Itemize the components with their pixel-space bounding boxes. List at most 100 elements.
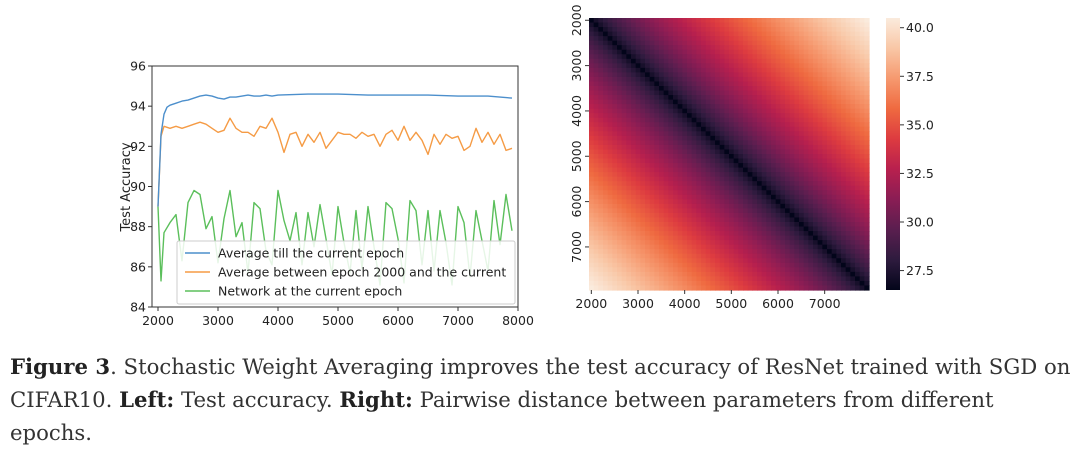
heatmap-cell	[673, 122, 679, 128]
heatmap-cell	[715, 267, 721, 273]
heatmap-cell	[780, 54, 786, 60]
heatmap-cell	[621, 76, 627, 83]
heatmap-cell	[626, 267, 632, 273]
heatmap-cell	[859, 117, 865, 123]
heatmap-cell	[813, 271, 819, 277]
heatmap-cell	[808, 149, 814, 155]
heatmap-cell	[603, 258, 609, 264]
heatmap-cell	[747, 126, 753, 132]
heatmap-cell	[687, 258, 693, 264]
heatmap-cell	[589, 212, 595, 219]
heatmap-cell	[710, 149, 716, 155]
heatmap-cell	[705, 249, 711, 255]
heatmap-cell	[799, 99, 805, 105]
heatmap-cell	[766, 72, 772, 78]
heatmap-cell	[719, 267, 725, 273]
heatmap-cell	[822, 285, 828, 291]
heatmap-cell	[668, 280, 674, 287]
heatmap-cell	[850, 226, 856, 232]
heatmap-cell	[696, 158, 702, 164]
heatmap-cell	[673, 18, 679, 24]
heatmap-cell	[640, 72, 646, 78]
heatmap-cell	[841, 190, 847, 196]
heatmap-cell	[864, 36, 870, 42]
heatmap-cell	[780, 36, 786, 42]
heatmap-cell	[808, 203, 814, 209]
heatmap-cell	[780, 190, 786, 196]
heatmap-cell	[859, 222, 865, 228]
heatmap-cell	[799, 271, 805, 277]
heatmap-cell	[850, 86, 856, 92]
heatmap-cell	[682, 167, 688, 173]
heatmap-cell	[775, 262, 781, 268]
heatmap-x-ticks: 2000 3000 4000 5000 6000 7000	[575, 290, 841, 311]
heatmap-cell	[617, 190, 623, 196]
heatmap-cell	[761, 99, 767, 105]
heatmap-cell	[771, 31, 777, 37]
heatmap-cell	[715, 117, 721, 123]
heatmap-cell	[631, 231, 637, 237]
heatmap-cell	[757, 31, 763, 37]
heatmap-cell	[733, 104, 739, 110]
heatmap-cell	[696, 222, 702, 228]
heatmap-cell	[729, 167, 735, 173]
heatmap-cell	[589, 45, 595, 51]
heatmap-cell	[673, 212, 679, 219]
heatmap-cell	[789, 81, 795, 87]
heatmap-cell	[836, 231, 842, 237]
heatmap-cell	[710, 144, 716, 151]
heatmap-cell	[631, 140, 637, 146]
heatmap-cell	[855, 58, 861, 64]
heatmap-cell	[640, 276, 646, 282]
heatmap-cell	[789, 49, 795, 55]
heatmap-cell	[719, 167, 725, 173]
heatmap-cell	[757, 208, 763, 214]
heatmap-cell	[673, 185, 679, 191]
heatmap-cell	[612, 258, 618, 264]
heatmap-cell	[663, 231, 669, 237]
heatmap-cell	[696, 172, 702, 178]
heatmap-cell	[738, 271, 744, 277]
heatmap-cell	[593, 203, 599, 209]
heatmap-cell	[808, 271, 814, 277]
heatmap-cell	[822, 158, 828, 164]
heatmap-cell	[738, 126, 744, 132]
heatmap-cell	[813, 113, 819, 119]
heatmap-cell	[766, 172, 772, 178]
heatmap-cell	[775, 231, 781, 237]
heatmap-cell	[822, 167, 828, 173]
heatmap-cell	[803, 258, 809, 264]
heatmap-cell	[677, 235, 683, 241]
heatmap-cell	[729, 113, 735, 119]
heatmap-cell	[766, 158, 772, 164]
heatmap-cell	[621, 72, 627, 78]
heatmap-cell	[631, 217, 637, 223]
heatmap-cell	[710, 131, 716, 137]
heatmap-cell	[789, 40, 795, 46]
heatmap-cell	[659, 267, 665, 273]
heatmap-cell	[710, 104, 716, 110]
heatmap-cell	[841, 158, 847, 164]
heatmap-cell	[649, 58, 655, 64]
heatmap-chart: 2000 3000 4000 5000 6000 7000 200030004000500…	[569, 4, 934, 311]
heatmap-cell	[771, 72, 777, 78]
heatmap-cell	[673, 117, 679, 123]
heatmap-cell	[598, 135, 604, 141]
heatmap-cell	[701, 58, 707, 64]
heatmap-cell	[607, 113, 613, 119]
heatmap-cell	[640, 158, 646, 164]
heatmap-cell	[682, 154, 688, 160]
heatmap-cell	[677, 104, 683, 110]
heatmap-cell	[677, 199, 683, 205]
heatmap-cell	[691, 203, 697, 209]
heatmap-cell	[603, 149, 609, 155]
heatmap-cell	[603, 271, 609, 277]
heatmap-cell	[733, 149, 739, 155]
heatmap-cell	[645, 267, 651, 273]
heatmap-cell	[803, 181, 809, 187]
heatmap-cell	[659, 280, 665, 287]
heatmap-cell	[649, 267, 655, 273]
heatmap-cell	[780, 22, 786, 28]
heatmap-cell	[845, 58, 851, 64]
heatmap-cell	[733, 181, 739, 187]
